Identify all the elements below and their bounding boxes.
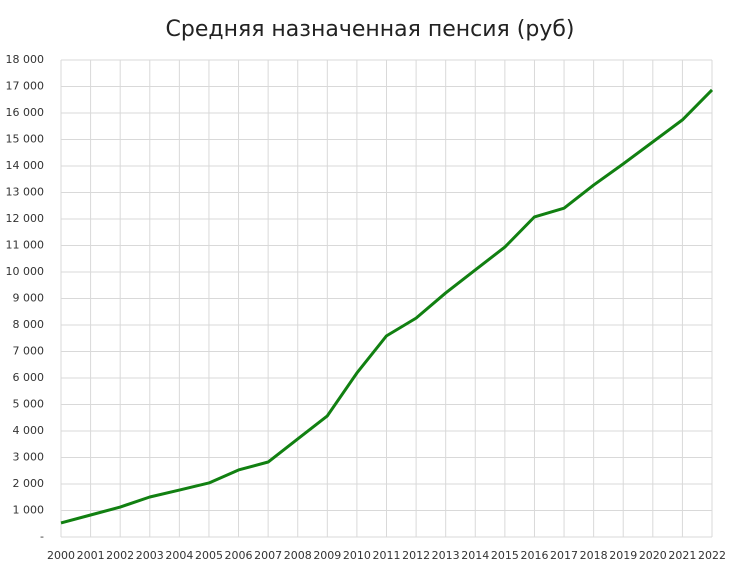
y-tick-label: 18 000 [6,53,45,66]
y-tick-label: 2 000 [13,477,45,490]
x-tick-label: 2021 [668,549,696,562]
y-tick-label: 4 000 [13,424,45,437]
y-tick-label: 12 000 [6,212,45,225]
y-tick-label: 15 000 [6,133,45,146]
y-tick-label: 8 000 [13,318,45,331]
y-tick-label: 5 000 [13,398,45,411]
y-tick-label: 17 000 [6,80,45,93]
y-tick-label: - [40,530,44,543]
y-tick-label: 1 000 [13,504,45,517]
x-tick-label: 2008 [284,549,312,562]
x-tick-label: 2004 [165,549,193,562]
y-tick-label: 6 000 [13,371,45,384]
x-tick-label: 2014 [461,549,489,562]
x-tick-label: 2002 [106,549,134,562]
x-tick-label: 2022 [698,549,726,562]
y-tick-label: 7 000 [13,345,45,358]
x-tick-label: 2019 [609,549,637,562]
x-tick-label: 2015 [491,549,519,562]
y-tick-label: 13 000 [6,186,45,199]
x-tick-label: 2013 [432,549,460,562]
x-tick-label: 2017 [550,549,578,562]
x-tick-label: 2011 [373,549,401,562]
x-tick-label: 2003 [136,549,164,562]
x-tick-label: 2006 [225,549,253,562]
y-tick-label: 10 000 [6,265,45,278]
x-tick-label: 2016 [520,549,548,562]
x-tick-label: 2010 [343,549,371,562]
x-tick-label: 2018 [580,549,608,562]
x-tick-label: 2001 [77,549,105,562]
x-tick-label: 2012 [402,549,430,562]
x-tick-label: 2000 [47,549,75,562]
x-tick-label: 2005 [195,549,223,562]
y-tick-label: 16 000 [6,106,45,119]
x-tick-label: 2009 [313,549,341,562]
y-tick-label: 11 000 [6,239,45,252]
y-tick-label: 14 000 [6,159,45,172]
line [60,88,714,525]
x-tick-label: 2020 [639,549,667,562]
chart-title: Средняя назначенная пенсия (руб) [166,17,575,42]
x-tick-label: 2007 [254,549,282,562]
y-tick-label: 9 000 [13,292,45,305]
y-tick-label: 3 000 [13,451,45,464]
